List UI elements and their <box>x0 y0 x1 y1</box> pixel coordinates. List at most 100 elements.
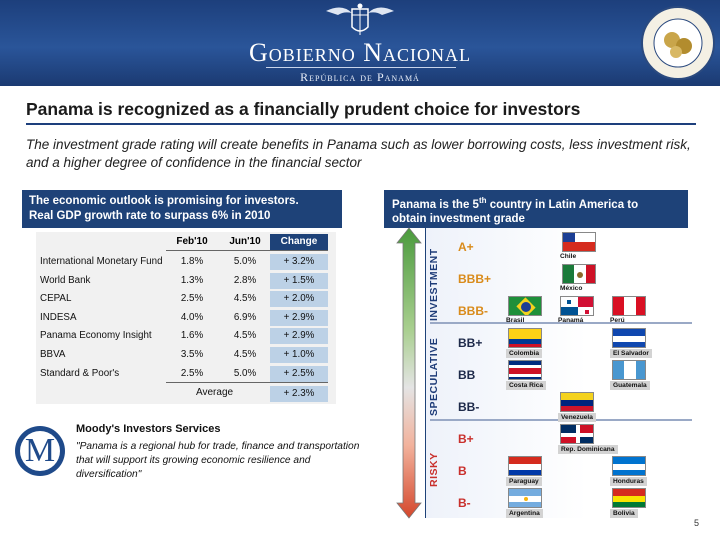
table-row-source: CEPAL <box>40 293 72 305</box>
country-label: Honduras <box>610 477 647 486</box>
el-salvador-flag-icon <box>612 328 646 348</box>
page-title: Panama is recognized as a financially pr… <box>26 99 581 119</box>
table-row-change: + 2.0% <box>270 291 328 308</box>
table-row-jun: 5.0% <box>233 367 257 379</box>
table-row-feb: 4.0% <box>180 311 204 323</box>
table-header-jun: Jun'10 <box>229 236 261 247</box>
rating-grade-bb: BB <box>458 368 476 382</box>
panama-flag-icon <box>560 296 594 316</box>
brazil-flag-icon <box>508 296 542 316</box>
table-row-change: + 1.5% <box>270 272 328 289</box>
band-label-risky: RISKY <box>428 452 440 487</box>
coat-of-arms-icon <box>326 3 394 35</box>
table-header-feb: Feb'10 <box>176 236 208 247</box>
table-header-divider <box>166 250 328 251</box>
gdp-outlook-line1: The economic outlook is promising for in… <box>29 195 299 207</box>
table-header-change: Change <box>270 234 328 250</box>
honduras-flag-icon <box>612 456 646 476</box>
country-label: Brasil <box>506 317 525 324</box>
table-row-jun: 2.8% <box>233 274 257 286</box>
table-row-feb: 2.5% <box>180 367 204 379</box>
table-row-feb: 2.5% <box>180 293 204 305</box>
country-label: Argentina <box>506 509 543 518</box>
rating-grade-bplus: B+ <box>458 432 474 446</box>
rating-grade-aplus: A+ <box>458 240 474 254</box>
table-row-jun: 5.0% <box>233 256 257 267</box>
gdp-outlook-header: The economic outlook is promising for in… <box>22 190 342 228</box>
mexico-flag-icon <box>562 264 596 284</box>
rating-grade-b: B <box>458 464 467 478</box>
country-label: Paraguay <box>506 477 542 486</box>
banner-title: Gobierno Nacional <box>248 38 472 67</box>
venezuela-flag-icon <box>560 392 594 412</box>
colombia-flag-icon <box>508 328 542 348</box>
rating-grade-bbminus: BB- <box>458 400 480 414</box>
gdp-forecast-table: Feb'10 Jun'10 Change International Monet… <box>36 232 336 404</box>
ig-header-pre: Panama is the 5 <box>392 198 479 211</box>
band-label-speculative: SPECULATIVE <box>428 337 440 416</box>
lead-paragraph: The investment grade rating will create … <box>26 137 691 170</box>
banner-divider <box>266 67 456 68</box>
ig-header-line2: obtain investment grade <box>392 212 525 225</box>
table-row-change: + 2.5% <box>270 365 328 382</box>
table-average-change: + 2.3% <box>270 386 328 402</box>
rating-scale-background <box>426 228 694 518</box>
table-row-feb: 3.5% <box>180 349 204 360</box>
moodys-title: Moody's Investors Services <box>76 423 221 435</box>
paraguay-flag-icon <box>508 456 542 476</box>
table-average-label: Average <box>196 387 234 398</box>
table-row-jun: 4.5% <box>233 330 257 342</box>
moodys-quote: "Panama is a regional hub for trade, fin… <box>76 441 360 480</box>
page-number: 5 <box>694 518 700 528</box>
country-label: Panamá <box>558 317 584 324</box>
chile-flag-icon <box>562 232 596 252</box>
argentina-flag-icon <box>508 488 542 508</box>
band-label-investment: INVESTMENT <box>428 248 440 321</box>
table-row-feb: 1.6% <box>180 330 204 342</box>
scale-axis-line <box>425 228 426 518</box>
table-row-source: International Monetary Fund <box>40 256 163 267</box>
rating-grade-bbbplus: BBB+ <box>458 272 492 286</box>
country-label: Guatemala <box>610 381 650 390</box>
ig-header-sup: th <box>478 196 487 205</box>
rating-grade-bbplus: BB+ <box>458 336 483 350</box>
bolivia-flag-icon <box>612 488 646 508</box>
rating-grade-bminus: B- <box>458 496 471 510</box>
ig-header-post: country in Latin America to <box>486 198 639 211</box>
table-row-jun: 4.5% <box>233 293 257 305</box>
table-row-change: + 3.2% <box>270 254 328 270</box>
country-label: Chile <box>560 253 577 260</box>
band-separator-investment <box>430 322 692 324</box>
guatemala-flag-icon <box>612 360 646 380</box>
country-label: Venezuela <box>558 413 596 422</box>
table-row-jun: 4.5% <box>233 349 257 360</box>
table-row-change: + 2.9% <box>270 309 328 326</box>
gdp-outlook-line2: Real GDP growth rate to surpass 6% in 20… <box>29 210 271 222</box>
table-row-source: INDESA <box>40 311 77 323</box>
peru-flag-icon <box>612 296 646 316</box>
investment-grade-header: Panama is the 5th country in Latin Ameri… <box>384 190 688 228</box>
table-row-change: + 2.9% <box>270 328 328 345</box>
country-label: Costa Rica <box>506 381 547 390</box>
title-underline <box>26 123 696 125</box>
table-row-source: World Bank <box>40 274 91 286</box>
table-row-source: Standard & Poor's <box>40 367 120 379</box>
table-row-feb: 1.8% <box>180 256 204 267</box>
table-row-change: + 1.0% <box>270 347 328 363</box>
banner-subtitle: República de Panamá <box>300 70 420 84</box>
ministry-seal-icon <box>641 6 715 80</box>
dominican-republic-flag-icon <box>560 424 594 444</box>
table-row-source: BBVA <box>40 349 66 360</box>
moodys-logo: M <box>15 426 65 476</box>
table-average-divider <box>166 382 328 383</box>
country-label: Perú <box>610 317 625 324</box>
costa-rica-flag-icon <box>508 360 542 380</box>
table-row-source: Panama Economy Insight <box>40 330 152 342</box>
country-label: El Salvador <box>610 349 652 358</box>
table-row-feb: 1.3% <box>180 274 204 286</box>
country-label: México <box>560 285 583 292</box>
rating-arrow-icon <box>396 227 422 519</box>
country-label: Rep. Dominicana <box>558 445 618 454</box>
country-label: Colombia <box>506 349 543 358</box>
country-label: Bolivia <box>610 509 638 518</box>
